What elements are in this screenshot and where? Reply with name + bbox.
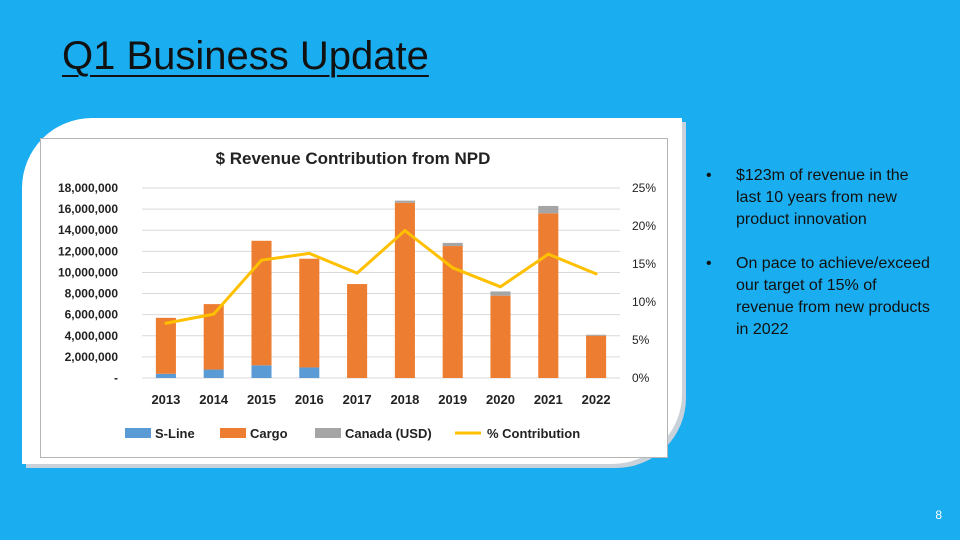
bar-s-line-2014: [203, 369, 224, 378]
bar-canada-usd-2020: [490, 291, 511, 296]
right-tick-label: 25%: [632, 181, 656, 195]
contribution-point-2014: [212, 312, 216, 316]
bar-cargo-2017: [347, 284, 368, 378]
legend-label: S-Line: [155, 426, 195, 441]
legend-label: % Contribution: [487, 426, 580, 441]
left-tick-label: 8,000,000: [65, 287, 119, 301]
bullet-text: $123m of revenue in the last 10 years fr…: [736, 167, 909, 228]
revenue-chart: $ Revenue Contribution from NPD - 2,000,0…: [58, 149, 656, 441]
bar-cargo-2020: [490, 295, 511, 378]
bar-cargo-2022: [586, 335, 607, 378]
left-tick-label: 18,000,000: [58, 181, 118, 195]
contribution-line: [164, 229, 598, 325]
left-tick-label: 14,000,000: [58, 223, 118, 237]
x-tick-label: 2022: [582, 392, 611, 407]
bullet-list: • $123m of revenue in the last 10 years …: [706, 165, 931, 363]
slide-title: Q1 Business Update: [62, 34, 429, 78]
bullet-item-revenue: • $123m of revenue in the last 10 years …: [706, 165, 931, 231]
legend-label: Canada (USD): [345, 426, 432, 441]
legend: S-Line Cargo Canada (USD) % Contribution: [125, 426, 580, 441]
x-tick-label: 2013: [151, 392, 180, 407]
legend-swatch-s-line: [125, 428, 151, 438]
bar-cargo-2019: [442, 246, 463, 378]
contribution-point-2017: [355, 271, 359, 275]
left-tick-label: 10,000,000: [58, 265, 118, 279]
left-tick-label: -: [114, 371, 118, 385]
bar-cargo-2013: [155, 317, 176, 374]
x-tick-label: 2017: [343, 392, 372, 407]
bullet-marker: •: [706, 167, 712, 184]
bars: [155, 200, 607, 378]
right-tick-label: 5%: [632, 333, 650, 347]
legend-swatch-canada-usd: [315, 428, 341, 438]
right-tick-label: 20%: [632, 219, 656, 233]
bullet-text: On pace to achieve/exceed our target of …: [736, 255, 930, 338]
bar-cargo-2018: [394, 202, 415, 378]
bar-canada-usd-2021: [538, 205, 559, 214]
legend-label: Cargo: [250, 426, 288, 441]
contribution-line-path: [165, 229, 597, 325]
x-tick-label: 2020: [486, 392, 515, 407]
contribution-point-2019: [451, 266, 455, 270]
right-axis-ticks: 0% 5% 10% 15% 20% 25%: [632, 181, 656, 385]
chart-title: $ Revenue Contribution from NPD: [216, 149, 491, 168]
x-tick-label: 2018: [390, 392, 419, 407]
contribution-point-2015: [260, 258, 263, 262]
contribution-point-2018: [403, 229, 407, 233]
x-tick-label: 2015: [247, 392, 276, 407]
bar-canada-usd-2022: [586, 334, 607, 336]
left-tick-label: 6,000,000: [65, 308, 119, 322]
left-tick-label: 16,000,000: [58, 202, 118, 216]
right-tick-label: 15%: [632, 257, 656, 271]
bar-s-line-2015: [251, 365, 272, 378]
bar-cargo-2014: [203, 304, 224, 370]
x-axis-ticks: 2013 2014 2015 2016 2017 2018 2019 2020 2021 2022: [151, 392, 610, 407]
x-tick-label: 2014: [199, 392, 229, 407]
contribution-point-2022: [594, 272, 598, 276]
legend-swatch-cargo: [220, 428, 246, 438]
contribution-point-2016: [307, 251, 311, 255]
x-tick-label: 2019: [438, 392, 467, 407]
bar-cargo-2015: [251, 240, 272, 366]
right-tick-label: 10%: [632, 295, 656, 309]
bullet-marker: •: [706, 255, 712, 272]
contribution-point-2021: [546, 252, 550, 256]
page-number: 8: [935, 508, 942, 522]
bar-s-line-2016: [299, 367, 320, 378]
left-tick-label: 2,000,000: [65, 350, 119, 364]
contribution-point-2013: [164, 321, 168, 325]
left-tick-label: 4,000,000: [65, 329, 119, 343]
bar-s-line-2013: [155, 373, 176, 378]
x-tick-label: 2016: [295, 392, 324, 407]
bar-cargo-2021: [538, 213, 559, 378]
left-axis-ticks: - 2,000,000 4,000,000 6,000,000 8,000,000 10,…: [58, 181, 118, 385]
bar-canada-usd-2019: [442, 242, 463, 247]
x-tick-label: 2021: [534, 392, 563, 407]
bar-canada-usd-2018: [394, 200, 415, 203]
right-tick-label: 0%: [632, 371, 650, 385]
bar-cargo-2016: [299, 258, 320, 368]
bullet-item-target: • On pace to achieve/exceed our target o…: [706, 253, 931, 341]
contribution-point-2020: [499, 285, 502, 289]
left-tick-label: 12,000,000: [58, 244, 118, 258]
